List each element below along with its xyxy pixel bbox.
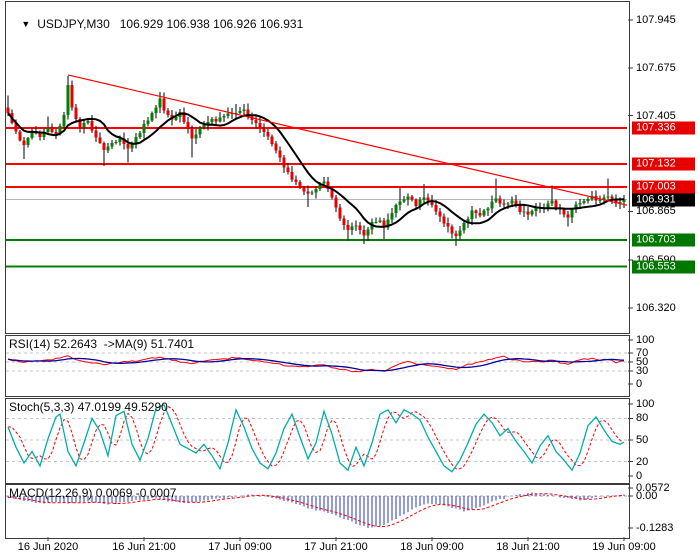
rsi-caption: RSI(14) 52.2643 ->MA(9) 51.7401 — [9, 337, 195, 351]
time-axis-label: 17 Jun 21:00 — [304, 541, 368, 553]
level-price-badge: 107.003 — [632, 180, 695, 194]
macd-caption: MACD(12,26,9) 0.0069 -0.0007 — [9, 486, 177, 500]
indicator-scale-label: 0 — [636, 378, 643, 390]
symbol-dropdown-icon[interactable]: ▼ — [21, 19, 31, 29]
indicator-scale-label: 0.0572 — [636, 482, 670, 494]
symbol-label: USDJPY,M30 — [37, 17, 110, 31]
indicator-scale-label: 80 — [636, 412, 649, 425]
indicator-scale-label: 0.00 — [636, 490, 658, 502]
indicator-scale-label: -0.1283 — [636, 521, 674, 534]
level-price-badge: 107.336 — [632, 121, 695, 135]
time-axis-label: 17 Jun 09:00 — [208, 541, 272, 553]
time-axis-label: 19 Jun 09:00 — [592, 541, 656, 553]
indicator-scale-label: 50 — [636, 434, 649, 446]
chart-title: ▼ USDJPY,M30 106.929 106.938 106.926 106.9… — [8, 3, 303, 45]
stochastic-panel[interactable] — [5, 398, 630, 484]
candles-bodies-layer — [6, 84, 626, 237]
stochastic-main-line — [7, 403, 625, 473]
price-scale-label: 107.405 — [636, 109, 676, 122]
ohlc-values: 106.929 106.938 106.926 106.931 — [119, 17, 304, 31]
price-ma-line — [7, 112, 625, 228]
indicator-scale-label: 50 — [636, 356, 649, 368]
current-price-badge: 106.931 — [632, 193, 695, 207]
indicator-scale-label: 100 — [636, 398, 655, 410]
time-axis-label: 18 Jun 21:00 — [496, 541, 560, 553]
price-scale-label: 106.320 — [636, 302, 676, 314]
time-axis-label: 18 Jun 09:00 — [400, 541, 464, 553]
price-scale-label: 107.675 — [636, 61, 676, 74]
price-scale-label: 107.945 — [636, 14, 676, 26]
stochastic-signal-line — [8, 405, 625, 470]
descending-trendline — [67, 74, 628, 206]
time-axis-label: 16 Jun 2020 — [17, 541, 79, 553]
indicator-scale-label: 20 — [636, 455, 649, 468]
main-chart-panel[interactable] — [5, 1, 630, 334]
level-price-badge: 106.703 — [632, 233, 695, 247]
indicator-scale-label: 30 — [636, 364, 649, 377]
stochastic-caption: Stoch(5,3,3) 47.0199 49.5290 — [9, 400, 168, 414]
indicator-scale-label: 70 — [636, 347, 649, 360]
macd-panel[interactable] — [5, 484, 630, 539]
level-price-badge: 107.132 — [632, 157, 695, 171]
price-scale-label: 106.865 — [636, 205, 676, 218]
time-axis-label: 16 Jun 21:00 — [112, 541, 176, 553]
rsi-ma-line — [7, 357, 625, 372]
level-price-badge: 106.553 — [632, 260, 695, 274]
indicator-scale-label: 100 — [636, 334, 655, 346]
indicator-scale-label: 0 — [636, 470, 643, 482]
macd-signal-line — [7, 493, 625, 528]
candles-wicks-layer — [7, 75, 625, 246]
rsi-line — [7, 355, 625, 373]
